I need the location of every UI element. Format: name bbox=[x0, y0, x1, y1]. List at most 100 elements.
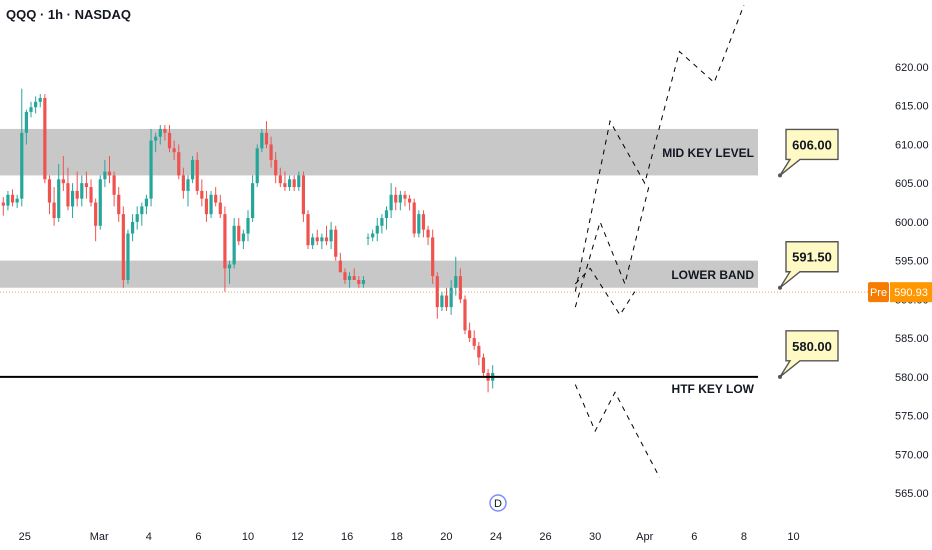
candle-body bbox=[403, 194, 407, 199]
htf-key-low-label: HTF KEY LOW bbox=[672, 382, 755, 396]
candle-body bbox=[232, 225, 236, 265]
candle-body bbox=[398, 194, 402, 203]
projection-path bbox=[574, 183, 651, 308]
axes-layer: 565.00570.00575.00580.00585.00590.00595.… bbox=[19, 62, 932, 543]
candle-body bbox=[34, 101, 38, 108]
zone-label: LOWER BAND bbox=[671, 268, 754, 282]
candle-body bbox=[144, 198, 149, 207]
candle-body bbox=[61, 179, 65, 184]
projection-path bbox=[574, 384, 661, 478]
candle-body bbox=[130, 221, 135, 234]
callout-value: 606.00 bbox=[792, 137, 832, 152]
candle-body bbox=[315, 237, 319, 242]
candle-body bbox=[209, 194, 213, 215]
candle-body bbox=[435, 276, 439, 308]
candle-body bbox=[80, 183, 84, 199]
y-tick-label: 585.00 bbox=[895, 333, 929, 345]
candle-body bbox=[440, 295, 444, 308]
x-tick-label: 8 bbox=[741, 531, 747, 543]
candle-body bbox=[126, 233, 130, 280]
candle-body bbox=[195, 159, 199, 191]
price-callout bbox=[779, 241, 839, 289]
zones-layer bbox=[0, 128, 758, 288]
current-price-value: 590.93 bbox=[894, 287, 928, 299]
candle-body bbox=[154, 136, 158, 141]
candle-body bbox=[255, 148, 259, 184]
candle-body bbox=[43, 97, 47, 180]
candle-body bbox=[107, 171, 112, 176]
candle-body bbox=[75, 190, 79, 199]
candle-body bbox=[311, 237, 315, 246]
candle-body bbox=[287, 179, 292, 188]
candle-body bbox=[269, 144, 273, 160]
candle-body bbox=[66, 183, 70, 207]
candle-body bbox=[57, 179, 61, 219]
candle-body bbox=[177, 152, 181, 176]
candle-body bbox=[246, 218, 250, 234]
candle-body bbox=[468, 330, 472, 339]
candle-body bbox=[334, 229, 338, 257]
x-tick-label: 25 bbox=[19, 531, 31, 543]
x-tick-label: 26 bbox=[539, 531, 551, 543]
candle-body bbox=[412, 202, 416, 234]
candle-body bbox=[251, 183, 255, 219]
candle-body bbox=[218, 202, 222, 215]
candle-body bbox=[278, 175, 282, 184]
candle-body bbox=[163, 128, 167, 133]
y-tick-label: 605.00 bbox=[895, 178, 929, 190]
y-tick-label: 565.00 bbox=[895, 488, 929, 500]
candle-body bbox=[449, 287, 453, 308]
callout-anchor bbox=[778, 173, 782, 178]
candle-body bbox=[375, 225, 379, 234]
current-price-badge bbox=[890, 282, 932, 303]
candle-body bbox=[158, 128, 162, 137]
candle-body bbox=[190, 159, 195, 180]
y-tick-label: 610.00 bbox=[895, 139, 929, 151]
candle-body bbox=[274, 159, 278, 176]
callout-anchor bbox=[778, 285, 782, 290]
candle-body bbox=[431, 237, 435, 277]
candle-body bbox=[204, 198, 209, 215]
candle-body bbox=[1, 202, 5, 206]
candle-body bbox=[89, 187, 93, 203]
candle-body bbox=[472, 338, 476, 346]
y-tick-label: 600.00 bbox=[895, 217, 929, 229]
candle-body bbox=[181, 175, 185, 191]
candle-body bbox=[454, 276, 458, 288]
zone-band bbox=[0, 128, 758, 176]
candle-body bbox=[389, 194, 393, 211]
candle-body bbox=[426, 229, 430, 238]
candle-body bbox=[458, 276, 462, 300]
candle-body bbox=[29, 107, 33, 112]
candle-body bbox=[347, 276, 352, 280]
candle-body bbox=[329, 229, 333, 242]
x-tick-label: 10 bbox=[787, 531, 799, 543]
x-tick-label: 24 bbox=[490, 531, 502, 543]
candle-body bbox=[117, 194, 121, 215]
y-tick-label: 570.00 bbox=[895, 449, 929, 461]
candle-body bbox=[200, 190, 204, 199]
x-tick-label: 10 bbox=[242, 531, 254, 543]
candle-body bbox=[98, 179, 102, 226]
candle-body bbox=[301, 175, 306, 215]
projection-layer bbox=[574, 4, 745, 478]
candle-body bbox=[371, 233, 375, 238]
candle-body bbox=[283, 183, 287, 188]
x-tick-label: 12 bbox=[291, 531, 303, 543]
callout-value: 591.50 bbox=[792, 250, 832, 265]
callout-value: 580.00 bbox=[792, 339, 832, 354]
candle-body bbox=[172, 148, 176, 153]
candle-body bbox=[407, 198, 412, 203]
callout-anchor bbox=[778, 374, 782, 379]
candle-body bbox=[84, 183, 89, 188]
candle-body bbox=[186, 179, 190, 191]
candle-body bbox=[15, 198, 19, 203]
x-tick-label: 6 bbox=[691, 531, 697, 543]
event-marker-label: D bbox=[494, 498, 502, 510]
y-tick-label: 620.00 bbox=[895, 62, 929, 74]
candle-body bbox=[324, 237, 329, 242]
event-marker bbox=[489, 494, 507, 512]
pre-badge-label: Pre bbox=[870, 287, 887, 299]
candle-body bbox=[297, 175, 301, 188]
